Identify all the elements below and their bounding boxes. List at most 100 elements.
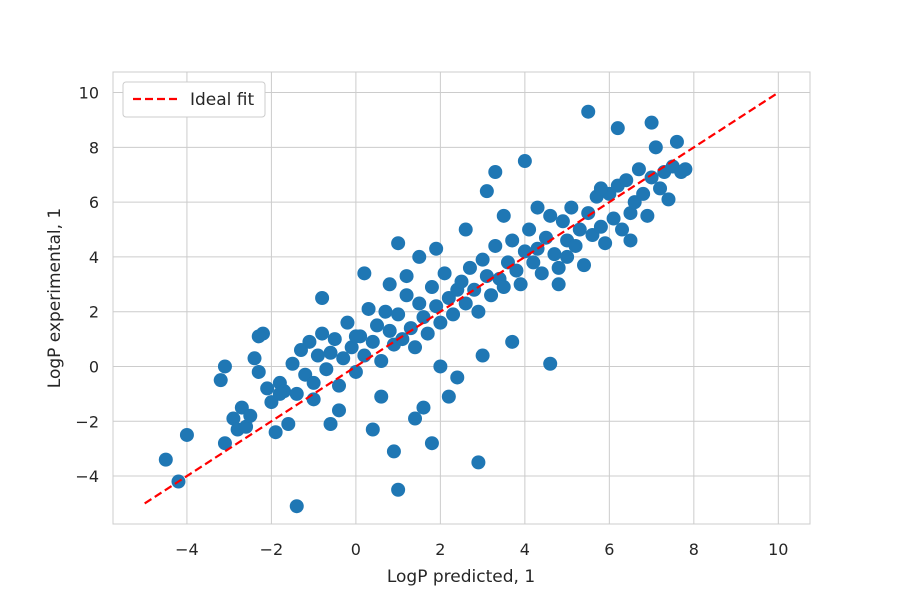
data-point (505, 334, 520, 349)
data-point (289, 386, 304, 401)
data-point (610, 121, 625, 136)
data-point (433, 359, 448, 374)
data-point (437, 266, 452, 281)
legend-ideal-fit-label: Ideal fit (190, 90, 255, 110)
x-tick-label-2: 0 (351, 540, 361, 559)
data-point (513, 277, 528, 292)
data-point (538, 230, 553, 245)
data-point (564, 200, 579, 215)
y-tick-label-7: 10 (79, 84, 99, 103)
data-point (403, 321, 418, 336)
data-point (505, 233, 520, 248)
data-point (281, 417, 296, 432)
data-point (374, 354, 389, 369)
data-point (247, 351, 262, 366)
data-point (479, 184, 494, 199)
data-point (217, 359, 232, 374)
data-point (496, 280, 511, 295)
data-point (357, 266, 372, 281)
data-point (323, 345, 338, 360)
data-point (458, 296, 473, 311)
data-point (522, 222, 537, 237)
data-point (416, 310, 431, 325)
data-point (581, 104, 596, 119)
data-point (593, 219, 608, 234)
legend: Ideal fit (122, 81, 266, 118)
data-point (424, 280, 439, 295)
data-point (640, 208, 655, 223)
data-point (306, 375, 321, 390)
x-tick-label-5: 6 (604, 540, 614, 559)
data-point (391, 482, 406, 497)
data-point (526, 255, 541, 270)
data-point (158, 452, 173, 467)
data-point (374, 389, 389, 404)
data-point (382, 323, 397, 338)
data-point (429, 241, 444, 256)
data-point (581, 206, 596, 221)
data-point (471, 455, 486, 470)
data-point (306, 392, 321, 407)
data-point (488, 238, 503, 253)
data-point (365, 334, 380, 349)
y-tick-label-3: 2 (89, 303, 99, 322)
ideal-fit-line (144, 91, 779, 505)
data-point (496, 208, 511, 223)
data-point (475, 348, 490, 363)
data-point (488, 164, 503, 179)
data-point (429, 299, 444, 314)
data-point (577, 258, 592, 273)
legend-box (122, 81, 266, 118)
data-point (217, 436, 232, 451)
data-point (378, 304, 393, 319)
data-point (357, 348, 372, 363)
data-point (606, 211, 621, 226)
data-point (644, 170, 659, 185)
data-point (285, 356, 300, 371)
data-point (226, 411, 241, 426)
data-point (568, 238, 583, 253)
x-axis-label: LogP predicted, 1 (387, 567, 535, 587)
data-point (239, 419, 254, 434)
data-point (661, 192, 676, 207)
data-point (365, 422, 380, 437)
data-point (361, 301, 376, 316)
data-point (619, 173, 634, 188)
data-point (399, 269, 414, 284)
data-point (412, 296, 427, 311)
data-point (331, 403, 346, 418)
data-point (555, 214, 570, 229)
data-point (289, 499, 304, 514)
data-point (391, 307, 406, 322)
data-point (315, 326, 330, 341)
x-tick-label-7: 10 (768, 540, 788, 559)
data-point (517, 154, 532, 169)
y-tick-label-6: 8 (89, 138, 99, 157)
data-point (336, 351, 351, 366)
data-point (340, 315, 355, 330)
data-point (408, 340, 423, 355)
y-tick-label-2: 0 (89, 357, 99, 376)
data-point (331, 378, 346, 393)
x-tick-labels: −4 −2 0 2 4 6 8 10 (175, 540, 788, 559)
data-point (631, 162, 646, 177)
data-point (424, 436, 439, 451)
data-point (530, 200, 545, 215)
data-point (251, 329, 266, 344)
data-point (678, 162, 693, 177)
data-point (344, 340, 359, 355)
data-point (416, 400, 431, 415)
data-point (615, 222, 630, 237)
data-point (179, 427, 194, 442)
data-point (412, 249, 427, 264)
data-point (386, 444, 401, 459)
data-point (471, 304, 486, 319)
x-tick-label-3: 2 (435, 540, 445, 559)
data-point (446, 307, 461, 322)
data-point (441, 389, 456, 404)
data-point (319, 362, 334, 377)
data-point (653, 181, 668, 196)
data-point (315, 291, 330, 305)
y-tick-label-5: 6 (89, 193, 99, 212)
data-point (243, 408, 258, 423)
